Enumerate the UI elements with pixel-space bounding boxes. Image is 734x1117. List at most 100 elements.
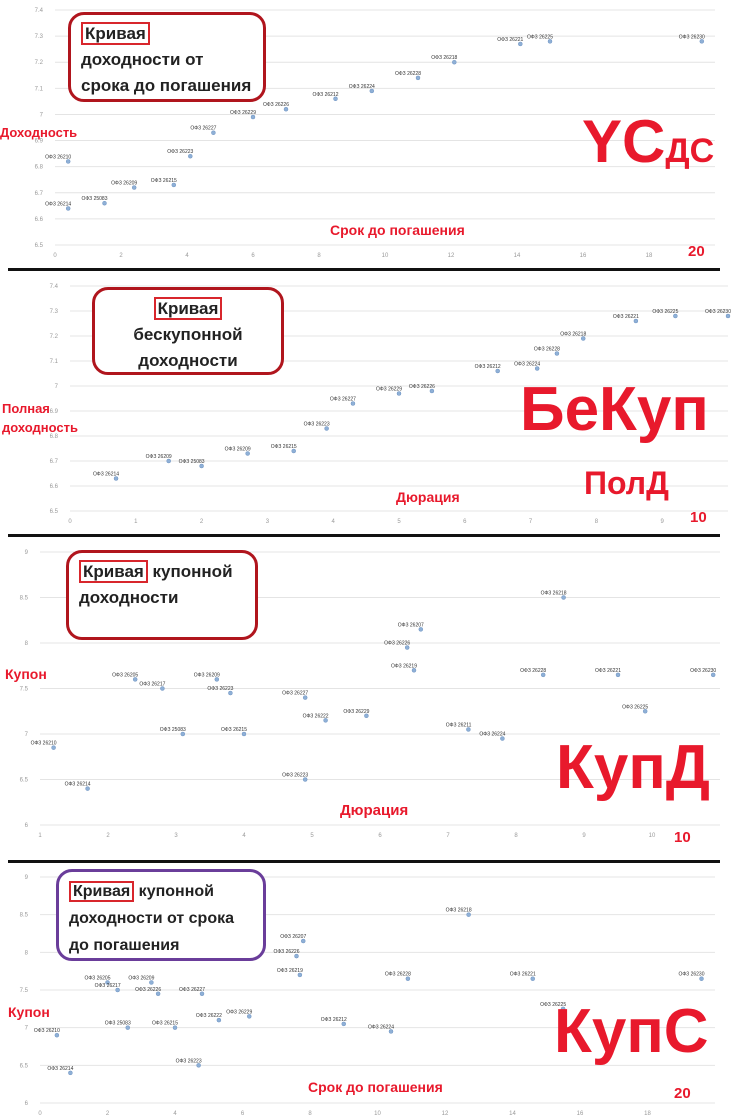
x-tick-label: 10 <box>382 253 389 259</box>
data-point <box>302 695 308 700</box>
point-label: ОФЗ 26227 <box>282 691 308 697</box>
chart-2-corner-number: 10 <box>690 509 707 526</box>
chart-3-corner-number: 10 <box>674 829 691 846</box>
chart-panel-2: 6.5 6.6 6.7 6.8 6.9 7 7.1 7.2 7.3 7.4 0 1 2 3 4 5 6 7 8 9 ОФ… <box>0 271 734 534</box>
y-tick-label: 6.9 <box>35 139 44 145</box>
point-label: ОФЗ 26218 <box>560 332 586 338</box>
chart-4-corner-number: 20 <box>674 1085 691 1102</box>
point-label: ОФЗ 26210 <box>31 741 57 747</box>
x-tick-label: 9 <box>661 519 665 525</box>
point-label: ОФЗ 26217 <box>95 983 121 989</box>
data-point <box>333 96 338 102</box>
x-tick-label: 0 <box>68 519 72 525</box>
x-tick-label: 4 <box>173 1111 177 1117</box>
point-label: ОФЗ 26207 <box>280 934 306 940</box>
data-point <box>534 366 540 371</box>
x-tick-label: 12 <box>448 253 455 259</box>
data-point <box>452 59 457 65</box>
y-tick-label: 9 <box>25 550 29 556</box>
data-point <box>131 185 137 190</box>
chart-2-callout-highlight: Кривая <box>153 297 223 320</box>
data-point <box>500 736 505 741</box>
data-point <box>102 200 107 206</box>
data-point <box>699 39 705 44</box>
data-point <box>214 677 220 682</box>
y-tick-label: 7.3 <box>35 34 44 40</box>
point-label: ОФЗ 26212 <box>475 364 501 370</box>
data-point <box>540 672 546 678</box>
x-tick-label: 10 <box>374 1111 381 1117</box>
point-label: ОФЗ 26219 <box>277 968 303 974</box>
data-point <box>105 980 110 985</box>
y-tick-label: 6.8 <box>50 434 59 440</box>
chart-2-sub-label: ПолД <box>584 465 669 501</box>
point-label: ОФЗ 26218 <box>446 908 472 914</box>
x-tick-label: 6 <box>378 833 382 839</box>
data-point <box>547 39 553 44</box>
x-tick-label: 6 <box>251 253 255 259</box>
point-label: ОФЗ 26221 <box>510 972 536 978</box>
data-point <box>495 368 500 374</box>
x-tick-label: 18 <box>644 1111 651 1117</box>
point-label: ОФЗ 26221 <box>497 37 523 43</box>
data-point <box>466 912 471 917</box>
point-label: ОФЗ 26223 <box>207 686 233 692</box>
chart-2-plot: 6.5 6.6 6.7 6.8 6.9 7 7.1 7.2 7.3 7.4 0 1 2 3 4 5 6 7 8 9 ОФ… <box>50 284 732 525</box>
data-point <box>323 718 328 723</box>
chart-4-callout-highlight: Кривая <box>69 881 135 902</box>
point-label: ОФЗ 26224 <box>368 1024 394 1030</box>
x-tick-label: 2 <box>200 519 204 525</box>
data-point <box>155 991 161 997</box>
chart-panel-1: 6.5 6.6 6.7 6.8 6.9 7 7.1 7.2 7.3 7.4 0 2 4 6 8 10 12 14 1… <box>0 0 734 268</box>
x-tick-label: 12 <box>442 1111 449 1117</box>
separator-2 <box>8 534 720 537</box>
point-label: ОФЗ 26210 <box>45 154 71 160</box>
y-tick-label: 8 <box>25 641 29 647</box>
y-tick-label: 6.9 <box>50 409 59 415</box>
y-tick-label: 8.5 <box>20 596 29 602</box>
point-label: ОФЗ 25083 <box>105 1021 131 1027</box>
point-label: ОФЗ 26205 <box>84 975 110 981</box>
data-point <box>341 1021 346 1027</box>
x-tick-label: 8 <box>308 1111 312 1117</box>
separator-3 <box>8 860 720 863</box>
point-label: ОФЗ 26215 <box>152 1021 178 1027</box>
point-label: ОФЗ 26226 <box>135 987 161 993</box>
data-point <box>560 1006 566 1012</box>
data-point <box>642 709 648 714</box>
point-label: ОФЗ 26215 <box>271 444 297 450</box>
data-point <box>241 731 247 737</box>
y-tick-label: 6 <box>25 1101 29 1107</box>
point-label: ОФЗ 26227 <box>190 126 216 132</box>
data-point <box>699 976 704 981</box>
point-label: ОФЗ 26221 <box>595 668 621 674</box>
point-label: ОФЗ 26217 <box>139 682 165 688</box>
x-tick-label: 2 <box>106 833 110 839</box>
x-tick-label: 5 <box>310 833 314 839</box>
x-tick-label: 3 <box>266 519 270 525</box>
point-label: ОФЗ 26205 <box>112 672 138 678</box>
y-tick-label: 6 <box>25 823 29 829</box>
point-label: ОФЗ 26209 <box>128 975 154 981</box>
point-label: ОФЗ 26215 <box>221 727 247 733</box>
x-tick-label: 16 <box>580 253 587 259</box>
data-point <box>199 463 204 469</box>
data-point <box>369 88 375 94</box>
point-label: ОФЗ 26218 <box>431 55 457 61</box>
point-label: ОФЗ 26222 <box>196 1013 222 1019</box>
chart-1-plot: 6.5 6.6 6.7 6.8 6.9 7 7.1 7.2 7.3 7.4 0 2 4 6 8 10 12 14 1… <box>35 8 715 259</box>
point-label: ОФЗ 26214 <box>93 472 119 478</box>
y-tick-label: 7.5 <box>20 687 29 693</box>
point-label: ОФЗ 26224 <box>479 732 505 738</box>
y-tick-label: 7.1 <box>50 359 59 365</box>
y-tick-label: 7.4 <box>50 284 59 290</box>
data-point <box>388 1029 394 1034</box>
y-tick-label: 7.3 <box>50 309 59 315</box>
point-label: ОФЗ 26226 <box>273 949 299 955</box>
data-point <box>132 677 138 682</box>
data-point <box>199 991 205 997</box>
y-tick-label: 8 <box>25 950 29 956</box>
data-point <box>466 727 471 732</box>
data-point <box>615 672 621 678</box>
data-point <box>350 401 356 406</box>
